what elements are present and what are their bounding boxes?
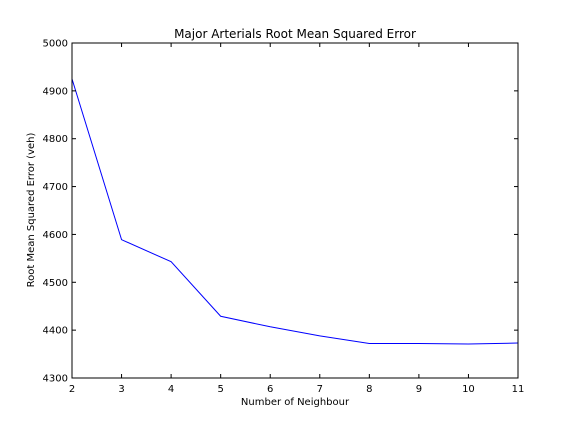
x-tick-label: 5 bbox=[217, 384, 223, 395]
x-tick-label: 11 bbox=[512, 384, 525, 395]
y-tick-label: 4900 bbox=[43, 86, 68, 97]
y-axis: 4300 4400 4500 4600 4700 4800 4900 5000 bbox=[43, 39, 518, 385]
x-tick-label: 10 bbox=[462, 384, 475, 395]
x-tick-label: 6 bbox=[267, 384, 273, 395]
x-tick-label: 4 bbox=[168, 384, 174, 395]
x-tick-label: 7 bbox=[317, 384, 323, 395]
y-tick-label: 4500 bbox=[43, 278, 68, 289]
y-tick-label: 4300 bbox=[43, 374, 68, 385]
y-axis-title: Root Mean Squared Error (veh) bbox=[26, 133, 37, 288]
y-tick-label: 4600 bbox=[43, 230, 68, 241]
x-tick-label: 3 bbox=[118, 384, 124, 395]
series-line-1 bbox=[71, 78, 519, 345]
plot-frame bbox=[71, 42, 519, 379]
x-tick-label: 8 bbox=[366, 384, 372, 395]
y-tick-label: 5000 bbox=[43, 39, 68, 50]
x-axis: 2 3 4 5 6 7 8 9 10 11 bbox=[69, 43, 525, 395]
y-tick-label: 4700 bbox=[43, 182, 68, 193]
y-tick-label: 4400 bbox=[43, 326, 68, 337]
chart-title: Major Arterials Root Mean Squared Error bbox=[174, 27, 416, 41]
x-tick-label: 9 bbox=[416, 384, 422, 395]
x-axis-title: Number of Neighbour bbox=[241, 397, 350, 408]
y-tick-label: 4800 bbox=[43, 134, 68, 145]
x-tick-label: 2 bbox=[69, 384, 75, 395]
plot-area bbox=[71, 78, 519, 345]
